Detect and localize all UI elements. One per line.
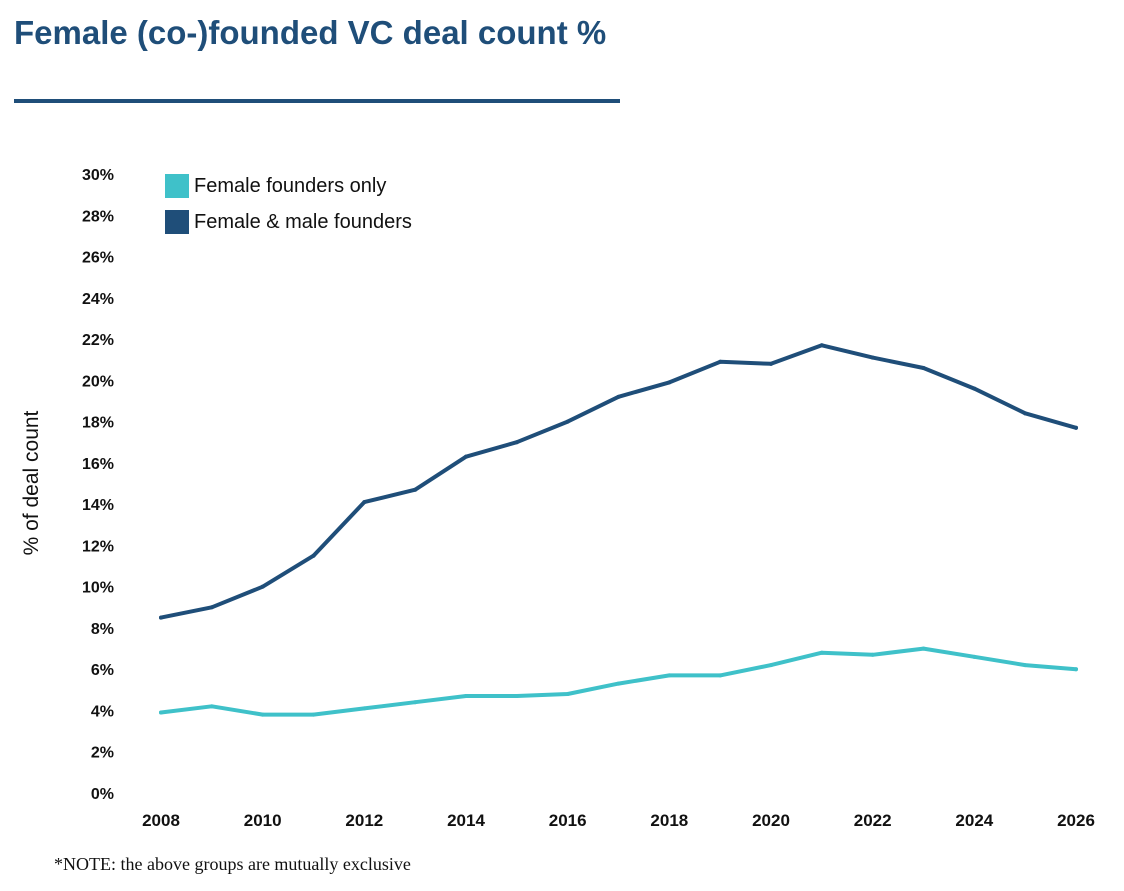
series-line-female_male xyxy=(159,343,1078,620)
y-tick-label: 18% xyxy=(82,415,114,432)
x-tick-label: 2022 xyxy=(854,811,892,830)
data-point-female_only xyxy=(159,710,163,715)
x-tick-label: 2012 xyxy=(345,811,383,830)
data-point-female_male xyxy=(209,605,214,610)
x-tick-label: 2014 xyxy=(447,811,485,830)
data-point-female_only xyxy=(362,706,367,711)
data-point-female_only xyxy=(769,663,773,668)
data-point-female_male xyxy=(1023,411,1028,416)
data-point-female_male xyxy=(311,553,316,558)
y-tick-label: 14% xyxy=(82,497,114,514)
data-point-female_only xyxy=(260,712,265,717)
y-tick-label: 24% xyxy=(82,291,114,308)
data-point-female_male xyxy=(870,355,875,360)
y-tick-label: 8% xyxy=(91,621,114,638)
series-line-female_only xyxy=(159,646,1078,717)
y-tick-label: 16% xyxy=(82,456,114,473)
x-tick-label: 2026 xyxy=(1057,811,1095,830)
series-lines xyxy=(159,343,1078,717)
y-axis-label: % of deal count xyxy=(20,410,43,555)
data-point-female_male xyxy=(1074,425,1078,430)
data-point-female_only xyxy=(413,700,418,705)
y-tick-label: 28% xyxy=(82,208,114,225)
chart-title: Female (co-)founded VC deal count % xyxy=(14,14,607,51)
data-point-female_male xyxy=(769,361,773,366)
y-tick-label: 20% xyxy=(82,373,114,390)
footnote: *NOTE: the above groups are mutually exc… xyxy=(54,854,411,874)
x-tick-label: 2010 xyxy=(244,811,282,830)
data-point-female_only xyxy=(819,650,824,655)
data-point-female_male xyxy=(464,454,468,459)
legend-swatch-female-male-founders xyxy=(165,210,189,234)
title-underline xyxy=(14,99,620,103)
y-tick-label: 10% xyxy=(82,580,114,597)
data-point-female_male xyxy=(413,487,418,492)
data-point-female_only xyxy=(514,694,519,699)
x-tick-label: 2016 xyxy=(549,811,587,830)
data-point-female_male xyxy=(514,440,519,445)
y-tick-label: 26% xyxy=(82,250,114,267)
data-point-female_only xyxy=(718,673,723,678)
data-point-female_male xyxy=(718,359,723,364)
data-point-female_only xyxy=(565,691,570,696)
data-point-female_only xyxy=(921,646,926,651)
legend: Female founders only Female & male found… xyxy=(165,174,412,234)
legend-swatch-female-founders-only xyxy=(165,174,189,198)
data-point-female_male xyxy=(159,615,163,620)
data-point-female_male xyxy=(362,500,367,505)
y-tick-labels: 0% 2% 4% 6% 8% 10% 12% 14% 16% 18% 20% 22% 24% 26% 28%… xyxy=(82,167,114,803)
legend-label-female-male-founders: Female & male founders xyxy=(194,211,412,233)
data-point-female_only xyxy=(311,712,316,717)
data-point-female_only xyxy=(616,681,621,686)
data-point-female_only xyxy=(1023,663,1028,668)
y-tick-label: 0% xyxy=(91,786,114,803)
data-point-female_male xyxy=(819,343,824,348)
data-point-female_only xyxy=(1074,667,1078,672)
y-axis-label-group: % of deal count xyxy=(20,410,43,555)
y-tick-label: 30% xyxy=(82,167,114,184)
y-tick-label: 4% xyxy=(91,703,114,720)
data-point-female_only xyxy=(209,704,214,709)
y-tick-label: 2% xyxy=(91,745,114,762)
y-tick-label: 12% xyxy=(82,538,114,555)
x-tick-label: 2008 xyxy=(142,811,180,830)
legend-label-female-founders-only: Female founders only xyxy=(194,175,386,197)
data-point-female_only xyxy=(464,694,468,699)
y-tick-label: 6% xyxy=(91,662,114,679)
data-point-female_only xyxy=(870,652,875,657)
x-tick-label: 2018 xyxy=(650,811,688,830)
y-tick-label: 22% xyxy=(82,332,114,349)
data-point-female_male xyxy=(565,419,570,424)
x-tick-label: 2024 xyxy=(955,811,993,830)
x-tick-labels: 2008 2010 2012 2014 2016 2018 2020 2022 2024 2026 xyxy=(142,811,1095,830)
data-point-female_male xyxy=(616,394,621,399)
data-point-female_male xyxy=(667,380,672,385)
data-point-female_male xyxy=(921,365,926,370)
data-point-female_male xyxy=(972,386,977,391)
data-point-female_male xyxy=(260,584,265,589)
data-point-female_only xyxy=(667,673,672,678)
data-point-female_only xyxy=(972,654,977,659)
x-tick-label: 2020 xyxy=(752,811,790,830)
